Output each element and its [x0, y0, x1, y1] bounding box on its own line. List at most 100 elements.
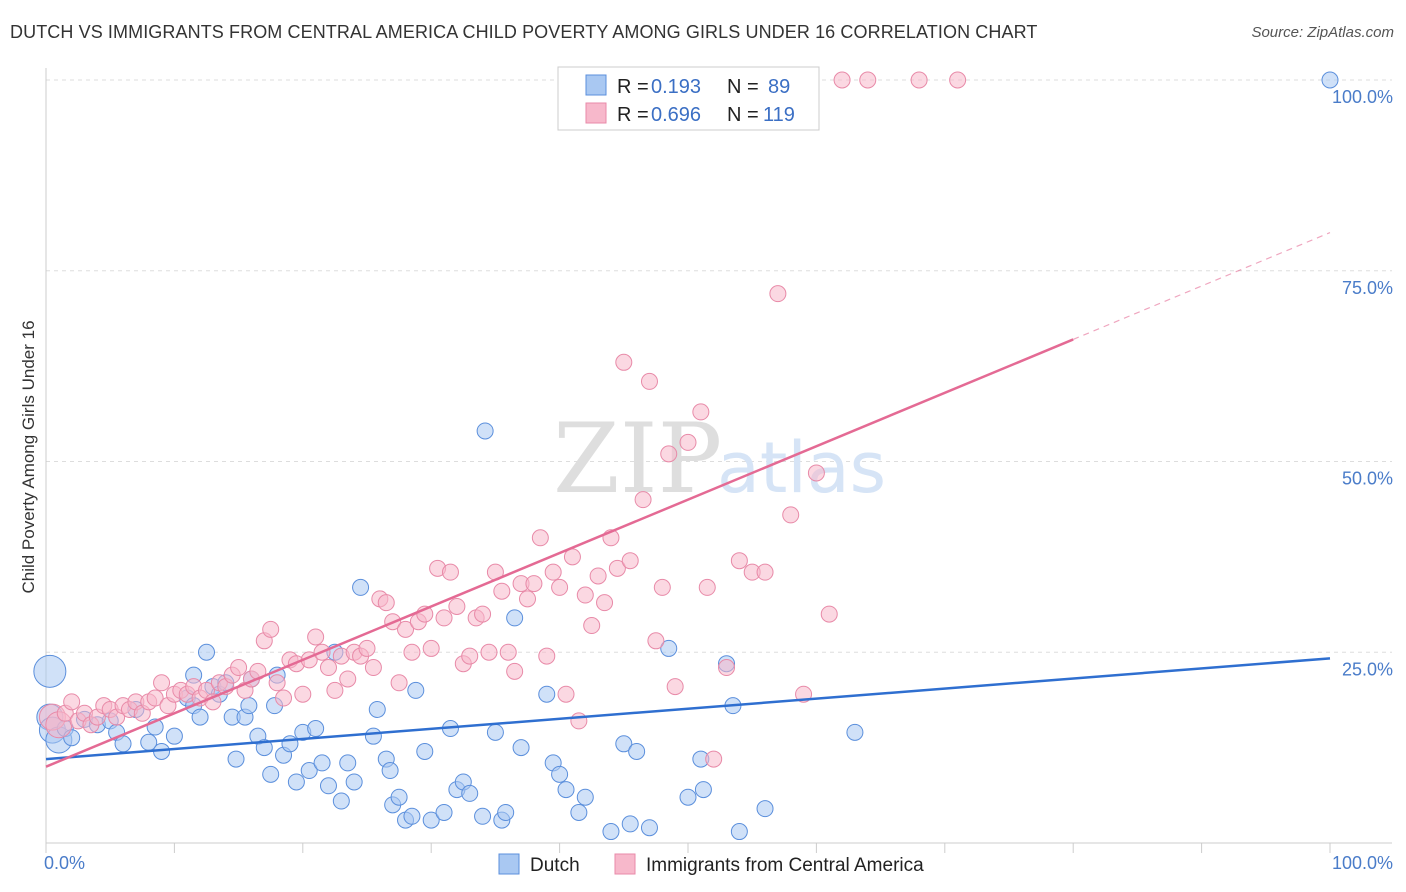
ca-point-62 — [441, 563, 459, 581]
dutch-point-82 — [679, 788, 697, 806]
ca-point-76 — [531, 529, 549, 547]
gridlines — [46, 79, 1392, 653]
ca-point-3 — [63, 693, 81, 711]
ca-point-82 — [570, 712, 588, 730]
ca-point-79 — [551, 578, 569, 596]
ca-point-77 — [538, 647, 556, 665]
y-tick-label-1: 50.0% — [1342, 469, 1393, 489]
dutch-point-68 — [506, 609, 524, 627]
dutch-point-15 — [165, 727, 183, 745]
legend-ca-r-label: R = — [617, 104, 649, 126]
dutch-point-39 — [307, 720, 325, 738]
source-label: Source: ZipAtlas.com — [1251, 24, 1394, 41]
ca-point-109 — [820, 605, 838, 623]
dutch-point-50 — [381, 762, 399, 780]
dutch-point-78 — [621, 815, 639, 833]
dutch-point-54 — [403, 807, 421, 825]
legend-ca-n-label: N = — [727, 104, 759, 126]
ca-point-108 — [807, 464, 825, 482]
dutch-point-40 — [313, 754, 331, 772]
dutch-point-47 — [364, 727, 382, 745]
dutch-point-64 — [476, 422, 494, 440]
trend-lines — [45, 232, 1331, 768]
bottom-legend-ca: Immigrants from Central America — [646, 855, 924, 876]
ca-point-49 — [358, 639, 376, 657]
dutch-point-25 — [227, 750, 245, 768]
dutch-point-38 — [300, 762, 318, 780]
ca-point-55 — [397, 620, 415, 638]
dutch-point-44 — [339, 754, 357, 772]
ca-point-78 — [544, 563, 562, 581]
ca-point-71 — [499, 643, 517, 661]
dutch-point-57 — [422, 811, 440, 829]
dutch-point-52 — [390, 788, 408, 806]
dutch-point-89 — [846, 723, 864, 741]
legend-swatch-ca — [585, 102, 607, 124]
legend-dutch-n-value: 89 — [768, 76, 790, 98]
ca-point-59 — [422, 639, 440, 657]
ca-point-92 — [640, 372, 658, 390]
dutch-point-74 — [570, 803, 588, 821]
ca-point-88 — [608, 559, 626, 577]
dutch-point-45 — [345, 773, 363, 791]
ca-point-35 — [268, 674, 286, 692]
ca-point-36 — [275, 689, 293, 707]
ca-point-67 — [474, 605, 492, 623]
ca-point-100 — [705, 750, 723, 768]
ca-point-75 — [525, 575, 543, 593]
ca-point-29 — [230, 659, 248, 677]
ca-point-104 — [756, 563, 774, 581]
series-ca-points — [38, 71, 967, 768]
ca-point-74 — [519, 590, 536, 608]
ca-point-61 — [435, 609, 453, 627]
dutch-point-36 — [287, 773, 305, 791]
correlation-legend: R = 0.193 N = 89 R = 0.696 N = 119 — [557, 66, 820, 131]
watermark-atlas: atlas — [717, 427, 886, 509]
dutch-point-80 — [640, 819, 658, 837]
ca-point-86 — [596, 594, 614, 612]
ca-point-83 — [576, 586, 594, 604]
legend-dutch-r-label: R = — [617, 76, 649, 98]
dutch-point-58 — [435, 803, 453, 821]
dutch-trend-line — [45, 657, 1331, 761]
x-tick-label-0: 0.0% — [44, 853, 85, 873]
bottom-legend-dutch: Dutch — [530, 855, 580, 876]
ca-point-95 — [660, 445, 678, 463]
ca-point-39 — [294, 685, 312, 703]
ca-point-85 — [589, 567, 607, 585]
dutch-point-75 — [576, 788, 594, 806]
ca-point-105 — [769, 285, 787, 303]
legend-dutch-r-value: 0.193 — [651, 76, 701, 98]
ca-point-97 — [679, 433, 697, 451]
ca-point-70 — [493, 582, 511, 600]
dutch-point-18 — [191, 708, 209, 726]
bottom-legend-swatch-ca — [614, 853, 636, 875]
dutch-point-48 — [368, 700, 386, 718]
dutch-point-0 — [33, 654, 67, 688]
dutch-point-65 — [486, 723, 504, 741]
dutch-point-35 — [281, 735, 299, 753]
ca-point-52 — [377, 594, 395, 612]
ca-point-56 — [403, 643, 421, 661]
chart-title: DUTCH VS IMMIGRANTS FROM CENTRAL AMERICA… — [10, 22, 1038, 42]
legend-ca-r-value: 0.696 — [651, 104, 701, 126]
ca-point-110 — [833, 71, 851, 89]
dutch-point-43 — [332, 792, 350, 810]
dutch-point-55 — [407, 681, 425, 699]
ca-point-46 — [339, 670, 357, 688]
dutch-point-31 — [262, 765, 280, 783]
ca-point-43 — [319, 659, 337, 677]
legend-swatch-dutch — [585, 74, 607, 96]
ca-point-34 — [262, 620, 280, 638]
ca-point-113 — [949, 71, 967, 89]
dutch-point-84 — [694, 781, 712, 799]
ca-point-112 — [910, 71, 928, 89]
x-tick-label-1: 100.0% — [1332, 853, 1393, 873]
watermark: ZIP atlas — [553, 403, 886, 515]
ca-point-17 — [153, 674, 171, 692]
ca-point-106 — [782, 506, 800, 524]
dutch-point-41 — [319, 777, 337, 795]
dutch-point-87 — [730, 823, 748, 841]
dutch-point-67 — [497, 803, 515, 821]
